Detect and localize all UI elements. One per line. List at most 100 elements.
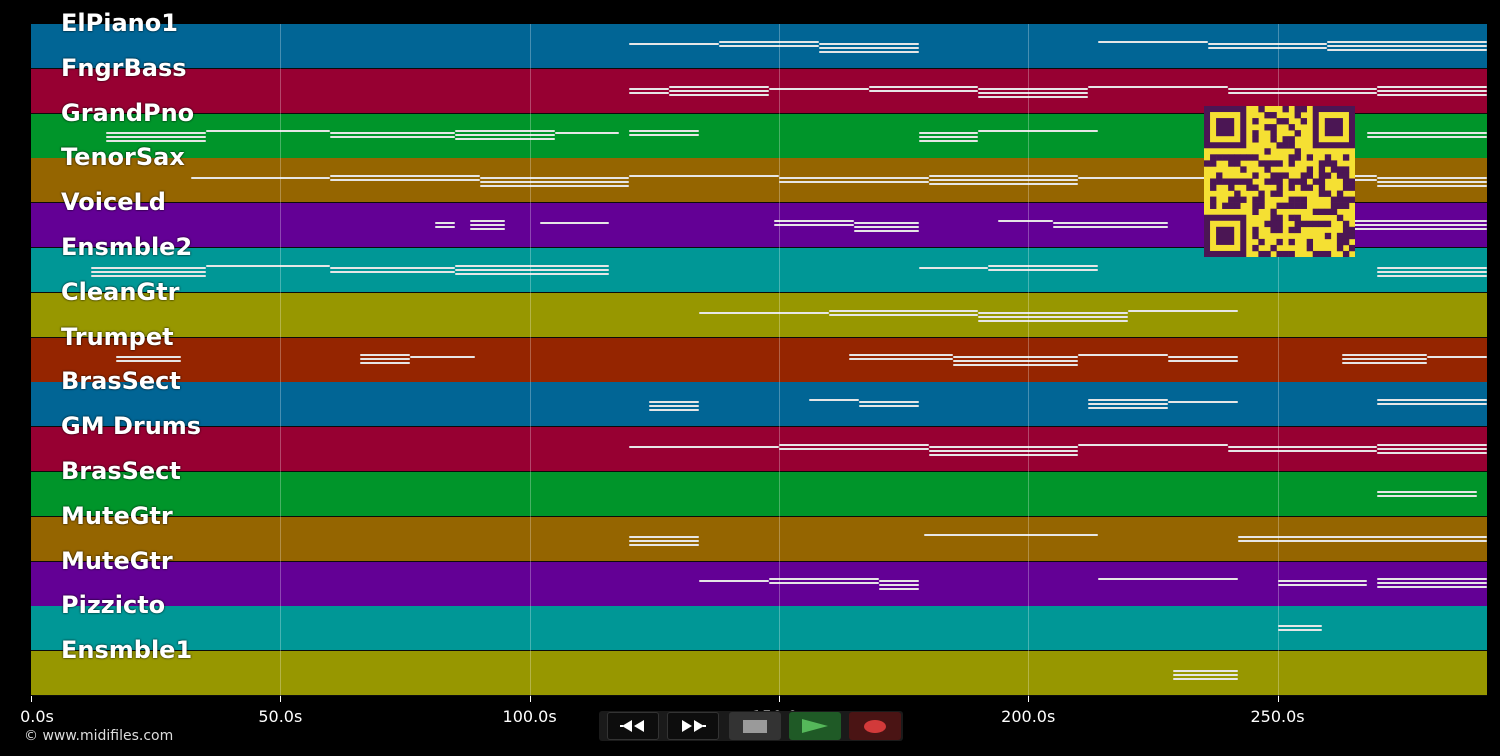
midi-note: [629, 134, 700, 137]
midi-note: [669, 85, 769, 88]
midi-note: [360, 358, 410, 361]
midi-note: [1078, 177, 1228, 180]
midi-note: [1342, 358, 1428, 361]
track-lane[interactable]: [31, 427, 1487, 473]
midi-note: [1237, 539, 1487, 542]
qr-code-icon[interactable]: [1204, 106, 1356, 258]
track-name: ElPiano1: [61, 9, 178, 37]
midi-note: [778, 448, 929, 450]
midi-note: [1053, 226, 1168, 228]
midi-note: [105, 136, 206, 139]
midi-note: [1088, 407, 1168, 410]
midi-note: [778, 181, 929, 184]
midi-note: [1088, 403, 1168, 406]
record-button[interactable]: [849, 712, 901, 740]
midi-note: [539, 222, 610, 224]
midi-note: [454, 264, 610, 267]
midi-note: [360, 362, 410, 365]
midi-note: [1227, 91, 1378, 94]
midi-note: [1172, 674, 1238, 676]
track-lane[interactable]: [31, 337, 1487, 383]
midi-note: [1337, 228, 1487, 230]
midi-note: [469, 220, 505, 222]
midi-note: [1337, 220, 1487, 222]
midi-note: [469, 228, 505, 230]
fast-forward-button[interactable]: [667, 712, 719, 740]
track-name: FngrBass: [61, 53, 187, 82]
midi-note: [953, 364, 1079, 367]
midi-note: [1127, 309, 1238, 312]
grid-line: [1277, 24, 1279, 696]
midi-note: [978, 130, 1099, 133]
track-lane[interactable]: [31, 382, 1487, 428]
axis-tick: [280, 696, 282, 702]
midi-note: [1377, 582, 1487, 585]
track-lane[interactable]: [31, 606, 1487, 652]
rewind-button[interactable]: [607, 712, 659, 740]
axis-tick-label: 0.0s: [20, 707, 54, 726]
midi-note: [1227, 87, 1378, 90]
midi-note: [1377, 93, 1487, 96]
midi-note: [629, 130, 700, 133]
midi-note: [719, 40, 819, 43]
copyright-text: © www.midifiles.com: [24, 728, 174, 744]
midi-note: [1088, 399, 1168, 402]
midi-note: [953, 360, 1079, 363]
midi-note: [649, 401, 700, 404]
track-lane[interactable]: [31, 292, 1487, 338]
midi-note: [115, 356, 181, 359]
axis-tick-label: 250.0s: [1250, 707, 1305, 726]
fast-forward-icon: [682, 720, 706, 732]
midi-note: [858, 401, 919, 404]
midi-note: [1427, 356, 1487, 359]
grid-line: [778, 24, 780, 696]
midi-note: [330, 175, 480, 178]
midi-note: [1367, 136, 1487, 139]
track-name: BrasSect: [61, 367, 181, 396]
midi-note: [928, 179, 1079, 182]
midi-note: [853, 230, 919, 232]
midi-note: [773, 220, 854, 222]
midi-note: [190, 177, 331, 180]
midi-note: [629, 91, 670, 94]
track-lane[interactable]: [31, 561, 1487, 607]
midi-note: [1377, 399, 1487, 402]
midi-note: [1342, 354, 1428, 357]
midi-note: [1377, 177, 1487, 180]
track-name: GM Drums: [61, 412, 202, 441]
midi-note: [1377, 270, 1487, 273]
play-icon: [802, 719, 828, 733]
midi-note: [818, 42, 919, 45]
play-button[interactable]: [789, 712, 841, 740]
midi-note: [1377, 274, 1487, 277]
track-lane[interactable]: [31, 24, 1487, 69]
midi-note: [928, 175, 1079, 178]
grid-line: [1028, 24, 1030, 696]
midi-note: [1207, 42, 1328, 45]
midi-note: [828, 313, 979, 316]
midi-note: [1078, 444, 1228, 446]
track-name: VoiceLd: [61, 188, 166, 217]
track-lane[interactable]: [31, 516, 1487, 562]
transport-controls: [599, 711, 903, 741]
midi-note: [1377, 586, 1487, 589]
midi-note: [1337, 224, 1487, 226]
midi-note: [918, 136, 979, 139]
midi-note: [978, 91, 1089, 94]
midi-note: [669, 89, 769, 92]
axis-tick-label: 50.0s: [258, 707, 303, 726]
track-lane[interactable]: [31, 472, 1487, 517]
midi-note: [1367, 132, 1487, 135]
track-name: Pizzicto: [61, 591, 166, 620]
midi-note: [205, 264, 331, 267]
stop-button[interactable]: [729, 712, 781, 740]
midi-note: [988, 268, 1099, 271]
midi-note: [1172, 678, 1238, 680]
midi-note: [848, 358, 954, 361]
midi-note: [479, 181, 630, 184]
midi-note: [629, 87, 670, 90]
track-lane[interactable]: [31, 651, 1487, 697]
midi-note: [90, 270, 206, 273]
midi-note: [1377, 185, 1487, 188]
midi-note: [1377, 403, 1487, 406]
